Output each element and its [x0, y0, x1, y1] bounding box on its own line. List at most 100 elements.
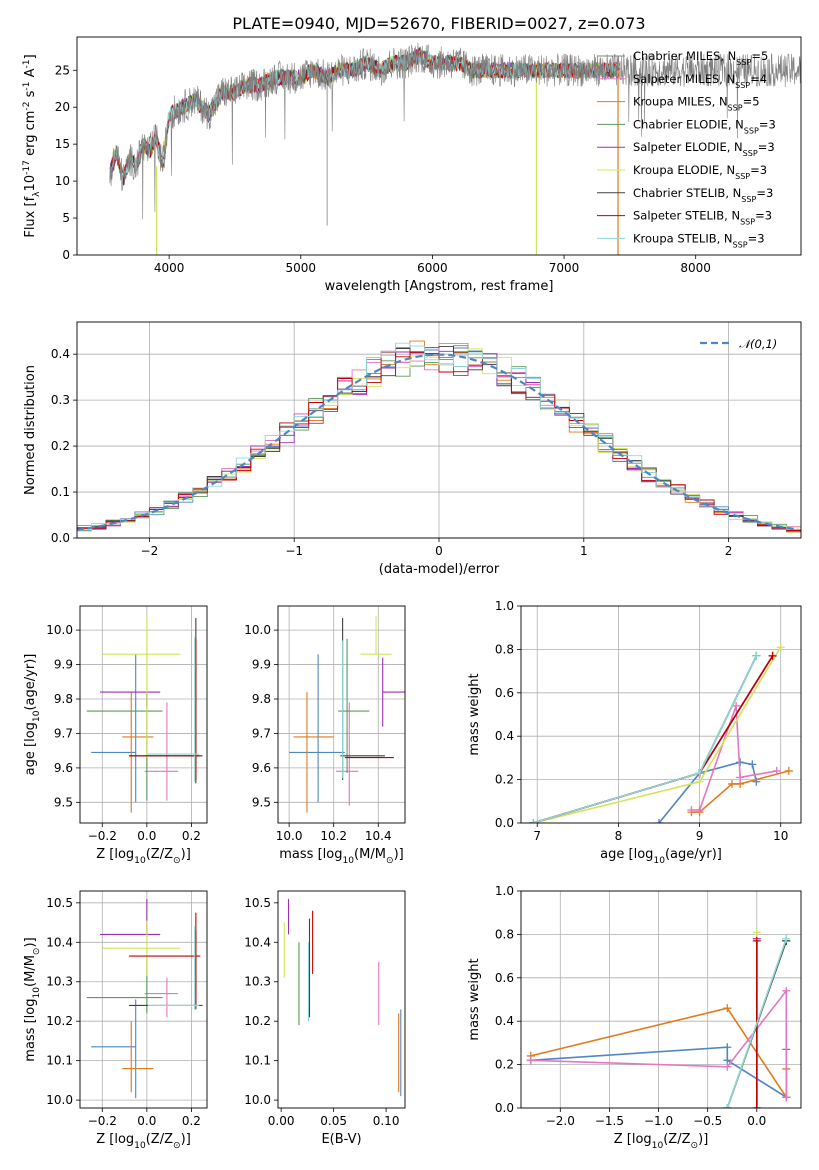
- x-tick-label: 0.10: [373, 1114, 400, 1128]
- y-tick-label: 9.8: [252, 692, 271, 706]
- normal-reference-curve: [77, 353, 799, 531]
- y-tick-label: 9.6: [252, 761, 271, 775]
- axes-frame: [79, 890, 208, 1109]
- x-tick-label: 5000: [286, 261, 317, 275]
- x-axis-label: mass [log10​(M/M⊙​)]: [279, 847, 403, 866]
- x-tick-label: 9: [696, 829, 704, 843]
- mass-weight-marker: [768, 651, 777, 660]
- x-tick-label: −0.5: [693, 1114, 722, 1128]
- mass-weight-marker: [752, 1104, 761, 1108]
- mass-weight-marker: [782, 986, 791, 995]
- panel-mass-vs-EBV: 0.00 0.05 0.10 10.0 10.1 10.2 10.3 10.4 10.5 E(B-…: [244, 890, 406, 1147]
- y-tick-label: 0.0: [51, 531, 70, 545]
- mass-weight-line: [532, 655, 758, 823]
- plot-area: [86, 898, 203, 1099]
- y-tick-label: 10.0: [46, 1093, 73, 1107]
- y-tick-label: 10.2: [244, 1014, 271, 1028]
- y-tick-label: 10.3: [46, 975, 73, 989]
- x-tick-label: 0.0: [137, 829, 156, 843]
- mass-weight-marker: [654, 819, 663, 823]
- y-tick-label: 0.6: [495, 971, 514, 985]
- mass-weight-marker: [782, 1093, 791, 1102]
- x-axis-label: (data-model)/error: [379, 562, 500, 577]
- mass-weight-marker: [784, 766, 793, 775]
- residual-histogram-step: [77, 345, 801, 532]
- x-tick-label: 0.2: [182, 1114, 201, 1128]
- mass-weight-marker: [529, 819, 538, 823]
- legend-label: Salpeter MILES, NSSP​=4: [633, 72, 767, 90]
- mass-weight-marker: [695, 777, 704, 786]
- y-tick-label: 10.0: [46, 623, 73, 637]
- y-tick-label: 10.0: [244, 1093, 271, 1107]
- x-tick-label: 0.0: [137, 1114, 156, 1128]
- y-tick-label: 10.2: [46, 1014, 73, 1028]
- x-tick-label: 0: [435, 544, 443, 558]
- plot-area: [526, 928, 791, 1108]
- y-tick-label: 10.5: [244, 896, 271, 910]
- x-tick-label: −2: [141, 544, 159, 558]
- axes-frame: [520, 605, 802, 824]
- plot-area: [283, 898, 402, 1097]
- x-tick-label: 0.0: [747, 1114, 766, 1128]
- x-tick-label: 8000: [680, 261, 711, 275]
- mass-weight-marker: [748, 760, 757, 769]
- x-tick-label: −0.2: [88, 829, 117, 843]
- legend-label: Kroupa STELIB, NSSP​=3: [633, 231, 765, 249]
- y-axis-label: mass weight: [467, 958, 482, 1040]
- y-tick-label: 0.1: [51, 485, 70, 499]
- x-tick-label: 0.2: [182, 829, 201, 843]
- x-tick-label: 8: [615, 829, 623, 843]
- y-tick-label: 5: [62, 211, 70, 225]
- plot-area: [86, 616, 203, 813]
- mass-weight-marker: [526, 1056, 535, 1065]
- y-tick-label: 10.1: [244, 1054, 271, 1068]
- panel-spectrum: 4000 5000 6000 7000 8000 0 5 10 15 20 25 wavelength…: [22, 14, 802, 294]
- x-axis-label: E(B-V): [321, 1132, 361, 1147]
- y-tick-label: 9.8: [54, 692, 73, 706]
- mass-weight-line: [533, 646, 782, 823]
- y-tick-label: 10.3: [244, 975, 271, 989]
- y-tick-label: 0.0: [495, 1101, 514, 1115]
- axes-frame: [76, 36, 802, 256]
- y-tick-label: 0.0: [495, 816, 514, 830]
- mass-weight-marker: [723, 1062, 732, 1071]
- y-tick-label: 0.4: [495, 729, 514, 743]
- y-tick-label: 9.5: [54, 795, 73, 809]
- mass-weight-line: [532, 655, 774, 823]
- y-tick-label: 9.9: [252, 658, 271, 672]
- mass-weight-marker: [752, 936, 761, 945]
- y-tick-label: 0.8: [495, 927, 514, 941]
- legend-label: 𝒩(0,1): [739, 337, 777, 351]
- x-tick-label: −1: [285, 544, 303, 558]
- y-tick-label: 9.9: [54, 658, 73, 672]
- mass-weight-marker: [782, 934, 791, 943]
- mass-weight-marker: [723, 1043, 732, 1052]
- y-tick-label: 0: [62, 248, 70, 262]
- mass-weight-marker: [687, 805, 696, 814]
- y-axis-label: Normed distribution: [23, 365, 38, 495]
- x-tick-label: 10.2: [320, 829, 347, 843]
- y-tick-label: 10: [55, 174, 70, 188]
- y-tick-label: 1.0: [495, 884, 514, 898]
- x-tick-label: 10.0: [276, 829, 303, 843]
- panel-residual-histogram: −2 −1 0 1 2 0.0 0.1 0.2 0.3 0.4 (data-model)/error…: [23, 321, 802, 577]
- y-tick-label: 0.2: [495, 773, 514, 787]
- legend-label: Salpeter ELODIE, NSSP​=3: [633, 140, 775, 158]
- x-tick-label: 4000: [154, 261, 185, 275]
- panel-mass-weight-vs-Z: −2.0 −1.5 −1.0 −0.5 0.0 0.0 0.2 0.4 0.6 0.8 1.0 Z […: [467, 884, 802, 1151]
- y-axis-label: age [log10​(age/yr)]: [23, 654, 42, 776]
- axes-frame: [76, 321, 802, 539]
- mass-weight-line: [532, 655, 758, 823]
- axes-frame: [79, 605, 208, 824]
- plot-area: [289, 616, 405, 813]
- y-tick-label: 10.4: [244, 935, 271, 949]
- plot-area: [529, 643, 793, 823]
- x-tick-label: 7: [533, 829, 541, 843]
- x-axis-label: age [log10​(age/yr)]: [600, 847, 722, 866]
- mass-weight-line: [658, 761, 758, 823]
- y-tick-label: 9.7: [54, 726, 73, 740]
- y-tick-label: 10.0: [244, 623, 271, 637]
- legend-label: Chabrier STELIB, NSSP​=3: [633, 186, 773, 204]
- x-tick-label: 10.4: [365, 829, 392, 843]
